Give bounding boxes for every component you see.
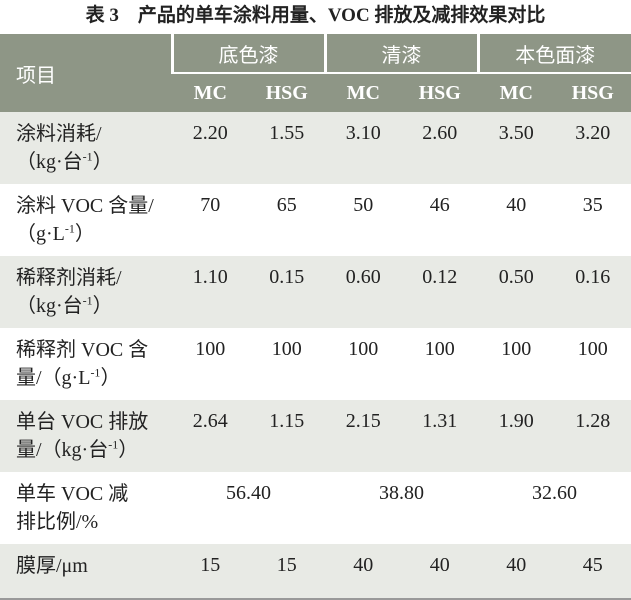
label-line: （g·L-1）: [16, 220, 172, 248]
label-line: （kg·台-1）: [16, 292, 172, 320]
cell: 1.90: [478, 400, 555, 472]
group-header: 清漆: [325, 34, 478, 73]
cell: 70: [172, 184, 249, 256]
sub-header: MC: [325, 73, 402, 112]
cell: 0.12: [402, 256, 479, 328]
label-text: （g·L: [16, 223, 65, 245]
cell: 100: [172, 328, 249, 400]
label-text: 单台 VOC 排放: [16, 411, 148, 433]
cell: 100: [555, 328, 631, 400]
label-text: ）: [100, 367, 120, 389]
cell: 100: [478, 328, 555, 400]
label-line: 单台 VOC 排放: [16, 408, 172, 436]
cell: 0.16: [555, 256, 631, 328]
label-line: 量/（g·L-1）: [16, 364, 172, 392]
cell: 1.10: [172, 256, 249, 328]
label-text: 排比例/%: [16, 511, 98, 533]
label-text: ）: [93, 151, 113, 173]
label-text: 量/（kg·台: [16, 439, 108, 461]
cell: 40: [478, 184, 555, 256]
cell: 46: [402, 184, 479, 256]
cell: 0.15: [249, 256, 326, 328]
cell: 2.60: [402, 112, 479, 184]
label-text: 稀释剂消耗/: [16, 267, 122, 289]
label-line: 涂料消耗/: [16, 120, 172, 148]
cell: 0.50: [478, 256, 555, 328]
cell: 65: [249, 184, 326, 256]
sub-header: HSG: [555, 73, 631, 112]
sub-header: MC: [478, 73, 555, 112]
label-text: ）: [118, 439, 138, 461]
row-label: 涂料 VOC 含量/ （g·L-1）: [0, 184, 172, 256]
cell: 100: [249, 328, 326, 400]
label-text: （kg·台: [16, 151, 83, 173]
label-text: 稀释剂 VOC 含: [16, 339, 148, 361]
group-header: 本色面漆: [478, 34, 631, 73]
superscript: -1: [90, 365, 100, 379]
cell: 32.60: [478, 472, 631, 544]
superscript: -1: [108, 437, 118, 451]
label-text: ）: [75, 223, 95, 245]
cell: 100: [402, 328, 479, 400]
label-line: 单车 VOC 减: [16, 480, 172, 508]
label-line: 排比例/%: [16, 508, 172, 536]
cell: 50: [325, 184, 402, 256]
corner-header: 项目: [0, 34, 172, 112]
cell: 38.80: [325, 472, 478, 544]
row-label: 涂料消耗/ （kg·台-1）: [0, 112, 172, 184]
label-line: 涂料 VOC 含量/: [16, 192, 172, 220]
sub-header: HSG: [402, 73, 479, 112]
label-text: 涂料 VOC 含量/: [16, 195, 154, 217]
label-line: 量/（kg·台-1）: [16, 436, 172, 464]
label-text: 量/（g·L: [16, 367, 90, 389]
superscript: -1: [83, 149, 93, 163]
cell: 3.20: [555, 112, 631, 184]
cell: 1.15: [249, 400, 326, 472]
cell: 1.31: [402, 400, 479, 472]
label-line: （kg·台-1）: [16, 148, 172, 176]
label-text: 涂料消耗/: [16, 123, 102, 145]
cell: 1.28: [555, 400, 631, 472]
row-label: 单车 VOC 减排比例/%: [0, 472, 172, 544]
cell: 1.55: [249, 112, 326, 184]
superscript: -1: [83, 293, 93, 307]
cell: 2.15: [325, 400, 402, 472]
label-line: 稀释剂消耗/: [16, 264, 172, 292]
label-line: 稀释剂 VOC 含: [16, 336, 172, 364]
label-text: 膜厚/μm: [16, 555, 88, 577]
label-line: 膜厚/μm: [16, 552, 172, 580]
cell: 2.20: [172, 112, 249, 184]
group-header: 底色漆: [172, 34, 325, 73]
cell: 0.60: [325, 256, 402, 328]
table-title: 表 3 产品的单车涂料用量、VOC 排放及减排效果对比: [0, 0, 631, 34]
cell: 3.50: [478, 112, 555, 184]
cell: 56.40: [172, 472, 325, 544]
sub-header: HSG: [249, 73, 326, 112]
sub-header: MC: [172, 73, 249, 112]
row-label: 单台 VOC 排放量/（kg·台-1）: [0, 400, 172, 472]
label-text: （kg·台: [16, 295, 83, 317]
cell: 3.10: [325, 112, 402, 184]
row-label: 稀释剂消耗/ （kg·台-1）: [0, 256, 172, 328]
label-text: ）: [93, 295, 113, 317]
cell: 35: [555, 184, 631, 256]
superscript: -1: [65, 221, 75, 235]
row-label: 稀释剂 VOC 含量/（g·L-1）: [0, 328, 172, 400]
cell: 100: [325, 328, 402, 400]
cell: 2.64: [172, 400, 249, 472]
header-row: 项目底色漆清漆本色面漆: [0, 34, 631, 73]
label-text: 单车 VOC 减: [16, 483, 128, 505]
